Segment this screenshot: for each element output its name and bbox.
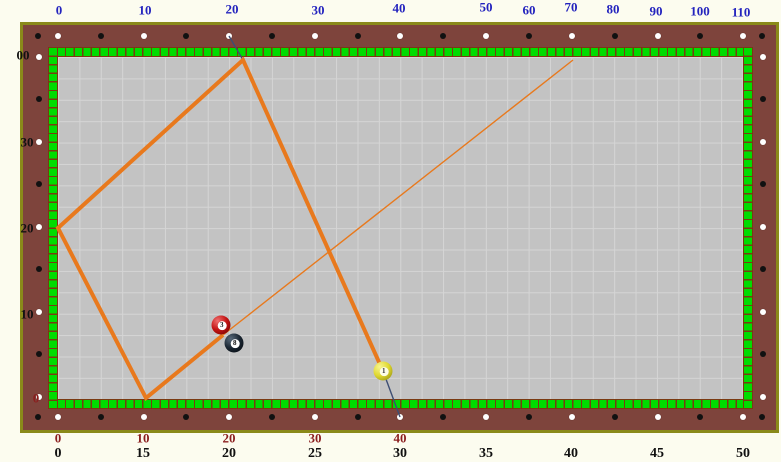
black-diamond-marker: [269, 33, 275, 39]
black-diamond-marker: [526, 33, 532, 39]
black-diamond-marker: [697, 414, 703, 420]
white-diamond-marker: [483, 414, 489, 420]
white-diamond-marker: [312, 33, 318, 39]
projection-line: [222, 59, 574, 336]
black-diamond-marker: [355, 33, 361, 39]
ruler-bottom-black-label: 45: [650, 446, 664, 461]
ruler-bottom-black-label: 30: [393, 446, 407, 461]
white-diamond-marker: [141, 414, 147, 420]
ruler-bottom-red-label: 20: [222, 430, 236, 446]
black-diamond-marker: [269, 414, 275, 420]
white-diamond-marker: [569, 414, 575, 420]
white-diamond-marker: [36, 224, 42, 230]
white-diamond-marker: [312, 414, 318, 420]
black-diamond-marker: [35, 33, 41, 39]
ruler-top-label: 70: [564, 0, 578, 15]
ruler-bottom-black-label: 20: [222, 446, 236, 461]
white-diamond-marker: [36, 309, 42, 315]
black-diamond-marker: [440, 414, 446, 420]
ruler-top-label: 50: [479, 0, 493, 15]
ruler-top-label: 20: [225, 1, 239, 17]
white-diamond-marker: [760, 54, 766, 60]
black-diamond-marker: [760, 351, 766, 357]
ruler-bottom-black-label: 35: [479, 446, 493, 461]
ruler-left-label: 30: [20, 134, 34, 150]
black-diamond-marker: [697, 33, 703, 39]
white-diamond-marker: [760, 394, 766, 400]
white-diamond-marker: [397, 33, 403, 39]
black-diamond-marker: [36, 266, 42, 272]
white-diamond-marker: [760, 309, 766, 315]
ruler-top-label: 90: [649, 3, 663, 19]
white-diamond-marker: [36, 54, 42, 60]
white-diamond-marker: [483, 33, 489, 39]
ruler-bottom-black-label: 50: [736, 446, 750, 461]
black-diamond-marker: [36, 96, 42, 102]
black-diamond-marker: [98, 33, 104, 39]
white-diamond-marker: [655, 414, 661, 420]
white-diamond-marker: [36, 139, 42, 145]
black-diamond-marker: [526, 414, 532, 420]
red-ball-number: 3: [217, 320, 227, 330]
red-ball[interactable]: 3: [211, 315, 231, 335]
ruler-bottom-black-label: 40: [564, 446, 578, 461]
cue-ball-path: [55, 56, 385, 402]
ruler-bottom-red-label: 30: [308, 430, 322, 446]
white-diamond-marker: [226, 414, 232, 420]
ruler-left-label: 00: [16, 47, 30, 63]
ruler-bottom-red-label: 40: [393, 430, 407, 446]
ruler-top-label: 110: [731, 4, 751, 20]
ruler-top-label: 80: [606, 1, 620, 17]
black-diamond-marker: [36, 181, 42, 187]
white-diamond-marker: [740, 33, 746, 39]
black-diamond-marker: [760, 266, 766, 272]
black-ball[interactable]: 8: [224, 333, 244, 353]
ruler-bottom-black-label: 0: [54, 446, 62, 461]
cushion-right: [743, 47, 753, 409]
ruler-top-label: 60: [522, 2, 536, 18]
ruler-top-label: 100: [690, 3, 710, 19]
yellow-ball[interactable]: 1: [373, 361, 393, 381]
white-diamond-marker: [569, 33, 575, 39]
black-diamond-marker: [760, 181, 766, 187]
ruler-bottom-black-label: 15: [136, 446, 150, 461]
white-diamond-marker: [655, 33, 661, 39]
white-diamond-marker: [760, 224, 766, 230]
white-diamond-marker: [740, 414, 746, 420]
yellow-ball-number: 1: [379, 366, 389, 376]
white-diamond-marker: [36, 394, 42, 400]
ruler-bottom-red-label: 0: [54, 430, 62, 446]
ruler-left-label: 20: [20, 220, 34, 236]
ruler-left-label: 0: [32, 390, 40, 406]
ruler-bottom-red-label: 10: [136, 430, 150, 446]
ruler-top-label: 40: [392, 0, 406, 16]
ruler-left-label: 10: [20, 306, 34, 322]
white-diamond-marker: [55, 414, 61, 420]
ruler-bottom-black-label: 25: [308, 446, 322, 461]
aim-line-0: [228, 35, 244, 61]
black-diamond-marker: [35, 414, 41, 420]
black-diamond-marker: [760, 96, 766, 102]
black-diamond-marker: [183, 33, 189, 39]
white-diamond-marker: [141, 33, 147, 39]
black-diamond-marker: [98, 414, 104, 420]
ruler-top-label: 30: [311, 2, 325, 18]
table-surface[interactable]: [58, 57, 743, 399]
black-diamond-marker: [759, 414, 765, 420]
ruler-top-label: 10: [138, 2, 152, 18]
ruler-top-label: 0: [55, 2, 63, 18]
white-diamond-marker: [760, 139, 766, 145]
black-diamond-marker: [612, 33, 618, 39]
black-diamond-marker: [612, 414, 618, 420]
black-diamond-marker: [440, 33, 446, 39]
black-diamond-marker: [759, 33, 765, 39]
black-ball-number: 8: [230, 338, 240, 348]
black-diamond-marker: [355, 414, 361, 420]
black-diamond-marker: [183, 414, 189, 420]
black-diamond-marker: [36, 351, 42, 357]
white-diamond-marker: [55, 33, 61, 39]
